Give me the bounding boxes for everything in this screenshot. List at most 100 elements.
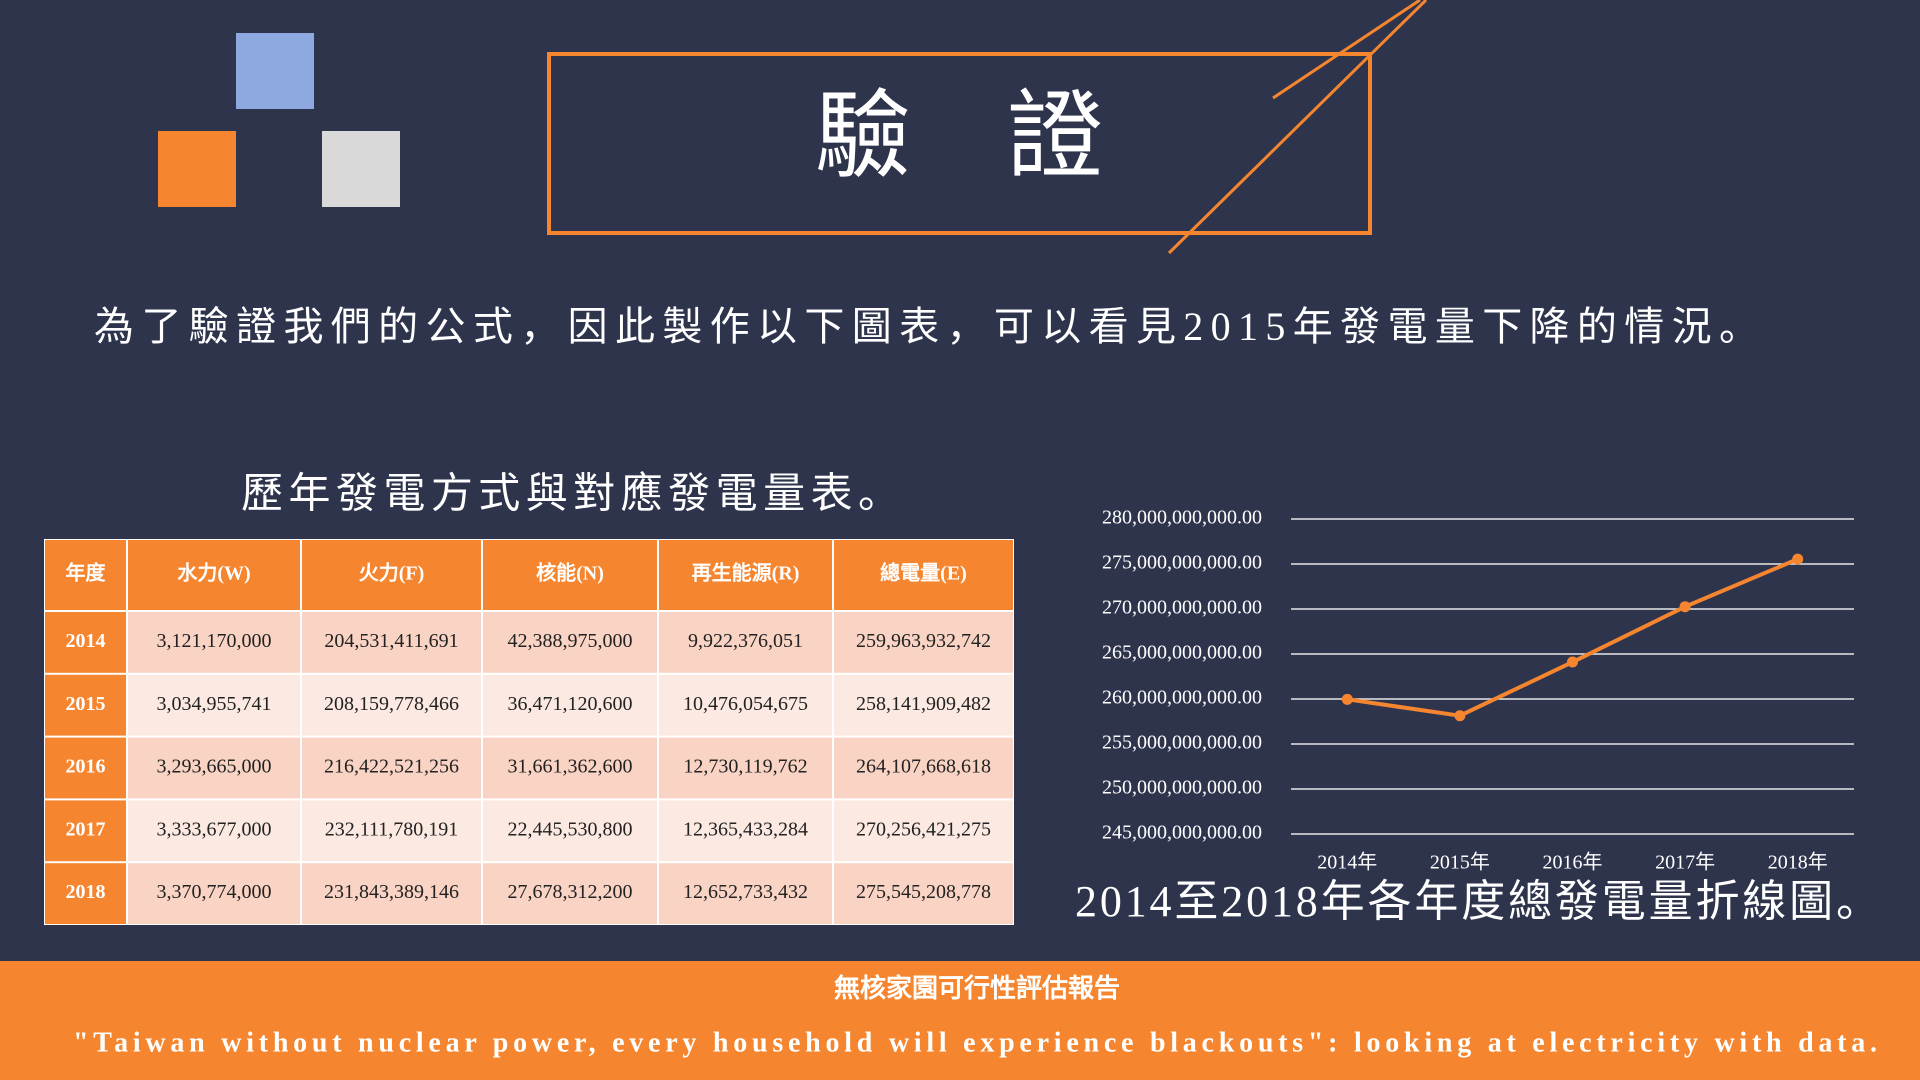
data-table: 年度 水力(W) 火力(F) 核能(N) 再生能源(R) 總電量(E) 2014 3,121,… [44,539,1014,925]
deco-line [1167,0,1428,255]
header-cell [302,540,481,610]
y-tick-label: 245,000,000,000.00 [1102,822,1262,844]
footer-band [0,961,1920,1080]
cell-value: 232,111,780,191 [325,818,459,840]
table-cell [128,612,300,673]
y-tick-label: 255,000,000,000.00 [1102,732,1262,754]
data-point [1679,601,1691,613]
column-header: 火力(F) [359,562,425,585]
cell-value: 9,922,376,051 [688,630,803,652]
cell-value: 3,293,665,000 [157,756,272,778]
table-cell [483,800,657,862]
slide-title: 驗 證 [815,83,1103,190]
table-cell [302,674,481,736]
table-cell [483,674,657,736]
intro-text: 為了驗證我們的公式，因此製作以下圖表，可以看見2015年發電量下降的情況。 [94,304,1759,349]
table-cell [834,737,1013,799]
data-point [1792,553,1804,565]
table-cell [45,800,126,862]
table-cell [128,800,300,862]
cell-value: 259,963,932,742 [856,630,991,652]
table-cell [659,674,832,736]
cell-value: 270,256,421,275 [856,818,991,840]
y-tick-label: 280,000,000,000.00 [1102,507,1262,529]
table-cell [128,737,300,799]
table-cell [128,674,300,736]
cell-value: 3,370,774,000 [157,881,272,903]
title-box [547,52,1372,235]
table-cell [45,612,126,673]
cell-value: 12,365,433,284 [683,818,808,840]
cell-value: 275,545,208,778 [856,881,991,903]
cell-value: 42,388,975,000 [508,630,633,652]
header-cell [834,540,1013,610]
cell-value: 204,531,411,691 [324,630,458,652]
cell-value: 36,471,120,600 [508,693,633,715]
footer-title: 無核家園可行性評估報告 [834,973,1120,1003]
cell-value: 208,159,778,466 [324,693,459,715]
y-tick-label: 275,000,000,000.00 [1102,552,1262,574]
column-header: 再生能源(R) [692,561,800,585]
table-cell [302,737,481,799]
data-point [1454,710,1466,722]
table-cell [834,863,1013,924]
row-year: 2018 [66,881,106,903]
x-tick-label: 2018年 [1768,851,1828,874]
deco-square [322,131,400,207]
table-cell [659,863,832,924]
table-cell [834,612,1013,673]
row-year: 2016 [66,756,106,778]
y-tick-label: 250,000,000,000.00 [1102,777,1262,799]
header-cell [128,540,300,610]
table-cell [659,612,832,673]
data-point [1567,656,1578,668]
header-cell [659,540,832,610]
deco-square [236,33,314,109]
cell-value: 12,730,119,762 [683,756,807,778]
cell-value: 22,445,530,800 [508,818,633,840]
cell-value: 216,422,521,256 [324,756,459,778]
cell-value: 258,141,909,482 [856,693,991,715]
deco-square [158,131,236,207]
column-header: 水力(W) [177,562,250,585]
table-cell [302,612,481,673]
x-tick-label: 2017年 [1655,851,1715,874]
column-header: 核能(N) [536,561,604,585]
x-tick-label: 2016年 [1543,851,1603,874]
table-cell [659,737,832,799]
table-cell [45,674,126,736]
cell-value: 3,333,677,000 [157,818,272,840]
chart-title: 2014至2018年各年度總發電量折線圖。 [1075,877,1880,926]
cell-value: 231,843,389,146 [324,881,459,903]
cell-value: 12,652,733,432 [683,881,808,903]
y-tick-label: 265,000,000,000.00 [1102,642,1262,664]
row-year: 2014 [66,630,106,652]
cell-value: 27,678,312,200 [508,881,633,903]
table-cell [483,863,657,924]
cell-value: 3,034,955,741 [157,693,272,715]
y-tick-label: 260,000,000,000.00 [1102,687,1262,709]
cell-value: 31,661,362,600 [508,756,633,778]
line-chart: 245,000,000,000.00 250,000,000,000.00 255,… [1102,507,1854,874]
header-cell [45,540,126,610]
x-tick-label: 2014年 [1317,851,1377,874]
table-cell [45,737,126,799]
table-cell [659,800,832,862]
table-cell [128,863,300,924]
table-cell [483,737,657,799]
table-cell [834,800,1013,862]
row-year: 2017 [66,818,106,840]
cell-value: 3,121,170,000 [157,630,272,652]
x-tick-label: 2015年 [1430,851,1490,874]
column-header: 年度 [66,561,107,585]
table-cell [834,674,1013,736]
table-cell [483,612,657,673]
table-cell [302,800,481,862]
table-cell [45,863,126,924]
y-tick-label: 270,000,000,000.00 [1102,597,1262,619]
data-point [1341,693,1353,705]
cell-value: 10,476,054,675 [683,693,808,715]
cell-value: 264,107,668,618 [856,756,991,778]
